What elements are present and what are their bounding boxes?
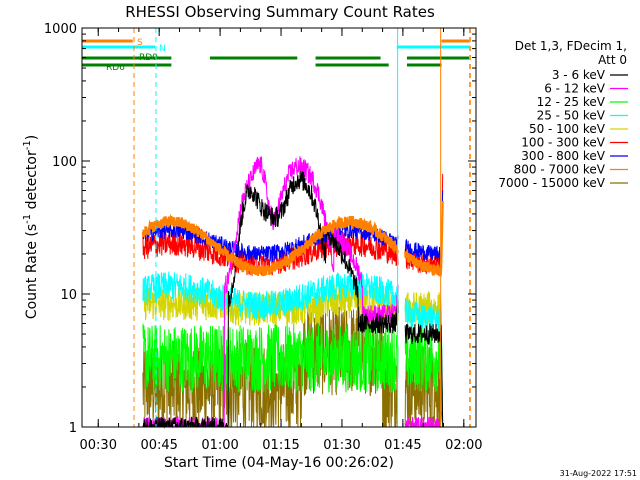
legend-label: 12 - 25 keV (537, 95, 606, 109)
legend-label: 7000 - 15000 keV (498, 176, 605, 190)
x-tick-label: 00:30 (80, 438, 117, 453)
series-line-3-6keV (142, 170, 444, 429)
flag-label-s: S (137, 38, 143, 48)
y-tick-label: 10 (60, 288, 77, 303)
y-axis-label-end: ) (24, 135, 40, 140)
chart-title: RHESSI Observing Summary Count Rates (125, 3, 435, 21)
y-tick-label: 100 (52, 155, 77, 170)
legend-header-line2: Att 0 (598, 53, 627, 67)
y-axis-label-mid: detector (24, 150, 40, 214)
x-tick-label: 00:45 (140, 438, 177, 453)
legend-label: 100 - 300 keV (521, 136, 605, 150)
flag-label-rd6: RD6 (106, 63, 125, 73)
x-tick-label: 02:00 (445, 438, 482, 453)
plot-frame (81, 27, 477, 428)
y-tick-label: 1000 (44, 22, 77, 37)
flag-label-rd0: RD0 (139, 53, 158, 63)
x-tick-label: 01:15 (262, 438, 299, 453)
series-line-800-7000keV (141, 200, 444, 277)
legend-label: 800 - 7000 keV (514, 163, 606, 177)
x-tick-label: 01:00 (201, 438, 238, 453)
y-tick-label: 1 (69, 421, 77, 436)
series-line-12-25keV (142, 323, 444, 428)
y-axis-label-main: Count Rate (s (24, 224, 40, 319)
x-tick-label: 01:45 (384, 438, 421, 453)
legend-label: 300 - 800 keV (521, 149, 605, 163)
legend-label: 25 - 50 keV (537, 109, 606, 123)
flag-label-n: N (159, 44, 166, 54)
y-axis-label-sup2: -1 (22, 140, 33, 150)
x-tick-label: 01:30 (323, 438, 360, 453)
legend-label: 3 - 6 keV (552, 68, 606, 82)
y-axis: 1 10 100 1000 (44, 22, 476, 436)
footer-timestamp: 31-Aug-2022 17:51 (560, 469, 637, 478)
x-axis-label: Start Time (04-May-16 00:26:02) (164, 455, 394, 471)
y-axis-label-sup1: -1 (22, 214, 33, 224)
legend-label: 6 - 12 keV (544, 82, 606, 96)
legend-header-line1: Det 1,3, FDecim 1, (515, 39, 627, 53)
vline-layer (133, 28, 471, 427)
y-axis-label: Count Rate (s-1 detector-1) (22, 135, 40, 319)
x-axis: 00:30 00:45 01:00 01:15 01:30 01:45 02:00 (80, 28, 483, 453)
legend-label: 50 - 100 keV (529, 122, 606, 136)
